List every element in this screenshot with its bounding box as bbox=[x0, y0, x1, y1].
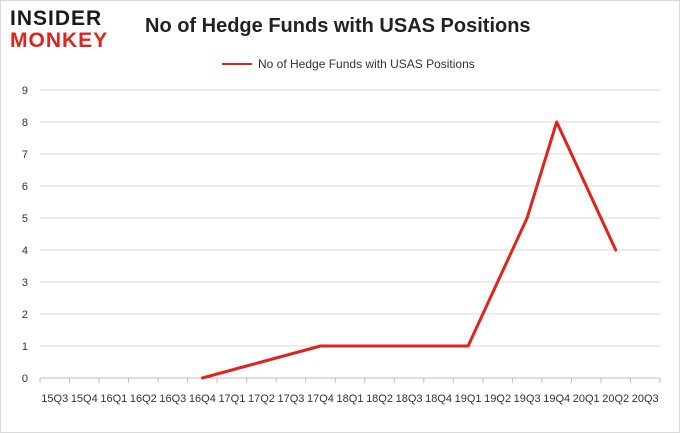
x-tick-label-20Q1: 20Q1 bbox=[573, 393, 600, 405]
x-tick-label-16Q2: 16Q2 bbox=[130, 393, 157, 405]
x-tick-label-20Q3: 20Q3 bbox=[632, 393, 659, 405]
y-tick-label-1: 1 bbox=[22, 341, 28, 353]
x-tick-label-18Q4: 18Q4 bbox=[425, 393, 452, 405]
x-tick-label-17Q3: 17Q3 bbox=[277, 393, 304, 405]
chart-title: No of Hedge Funds with USAS Positions bbox=[145, 15, 531, 37]
x-tick-label-17Q1: 17Q1 bbox=[218, 393, 245, 405]
x-tick-label-15Q4: 15Q4 bbox=[71, 393, 98, 405]
x-tick-label-19Q1: 19Q1 bbox=[455, 393, 482, 405]
x-tick-label-18Q3: 18Q3 bbox=[396, 393, 423, 405]
logo-line-bottom: MONKEY bbox=[10, 29, 109, 52]
x-tick-label-16Q1: 16Q1 bbox=[100, 393, 127, 405]
x-tick-label-19Q2: 19Q2 bbox=[484, 393, 511, 405]
x-tick-label-15Q3: 15Q3 bbox=[41, 393, 68, 405]
legend-label: No of Hedge Funds with USAS Positions bbox=[258, 57, 475, 71]
x-tick-label-17Q4: 17Q4 bbox=[307, 393, 334, 405]
legend: No of Hedge Funds with USAS Positions bbox=[222, 56, 475, 72]
x-tick-label-19Q3: 19Q3 bbox=[514, 393, 541, 405]
x-tick-label-16Q4: 16Q4 bbox=[189, 393, 216, 405]
y-tick-label-8: 8 bbox=[22, 117, 28, 129]
insider-monkey-logo: INSIDER MONKEY bbox=[10, 8, 130, 54]
x-tick-label-19Q4: 19Q4 bbox=[543, 393, 570, 405]
series-line-0 bbox=[200, 120, 618, 380]
x-tick-label-16Q3: 16Q3 bbox=[159, 393, 186, 405]
y-tick-label-9: 9 bbox=[22, 85, 28, 97]
y-tick-label-5: 5 bbox=[22, 213, 28, 225]
x-tick-label-18Q2: 18Q2 bbox=[366, 393, 393, 405]
y-tick-label-2: 2 bbox=[22, 309, 28, 321]
x-tick-label-20Q2: 20Q2 bbox=[602, 393, 629, 405]
x-tick-label-17Q2: 17Q2 bbox=[248, 393, 275, 405]
y-tick-label-4: 4 bbox=[22, 245, 28, 257]
logo-line-top: INSIDER bbox=[10, 7, 103, 30]
x-tick-label-18Q1: 18Q1 bbox=[337, 393, 364, 405]
y-tick-label-6: 6 bbox=[22, 181, 28, 193]
y-tick-label-3: 3 bbox=[22, 277, 28, 289]
legend-swatch bbox=[222, 63, 252, 65]
y-tick-label-7: 7 bbox=[22, 149, 28, 161]
y-tick-label-0: 0 bbox=[22, 373, 28, 385]
